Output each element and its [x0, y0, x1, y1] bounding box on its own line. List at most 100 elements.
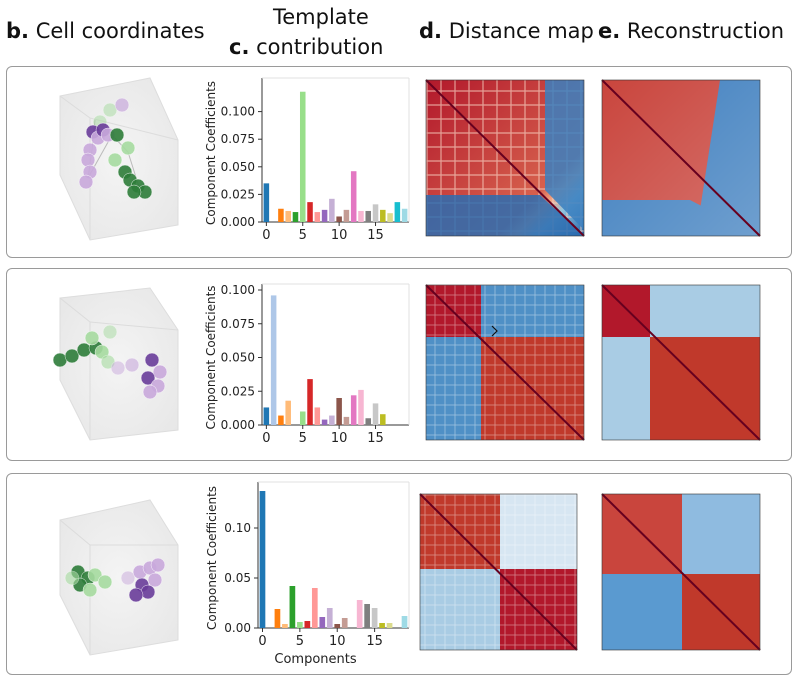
cell-point: [110, 360, 126, 376]
x-tick-label: 15: [367, 228, 384, 243]
bar-component-14: [365, 418, 372, 425]
bar-component-10: [336, 398, 342, 425]
cell-coordinates-plot-2: [52, 287, 179, 441]
bar-component-12: [350, 171, 357, 222]
cell-point: [64, 348, 80, 364]
bar-component-16: [380, 414, 386, 425]
bar-component-8: [321, 209, 328, 222]
x-tick-label: 5: [299, 431, 307, 446]
bar-component-5: [297, 622, 303, 628]
bar-component-9: [326, 608, 333, 628]
y-tick-label: 0.100: [221, 105, 255, 119]
bar-component-11: [343, 416, 350, 425]
bar-component-12: [350, 395, 357, 425]
cell-point: [80, 152, 96, 168]
y-axis-label: Component Coefficients: [204, 285, 218, 429]
distance-map-1: [425, 79, 585, 237]
bar-component-1: [270, 295, 277, 425]
template-contribution-chart-1: 0.000 0.025 0.050 0.075 0.100 0 5 10 15 Component…: [204, 77, 410, 243]
header-text-c-line2: contribution: [256, 35, 384, 59]
bar-component-13: [358, 210, 364, 222]
cell-point: [124, 357, 140, 373]
cell-point: [109, 127, 125, 143]
bar-component-4: [292, 212, 299, 222]
template-contribution-chart-3: 0.00 0.05 0.10 0 5 10 15 Component Coefficients…: [205, 481, 410, 667]
x-tick-label: 5: [296, 634, 304, 649]
bar-component-11: [343, 209, 350, 222]
bar-component-19: [401, 616, 408, 628]
cell-point: [76, 342, 92, 358]
header-text-b: Cell coordinates: [35, 19, 205, 43]
cell-point: [107, 152, 123, 168]
cell-point: [82, 582, 98, 598]
y-axis-label: Component Coefficients: [204, 81, 218, 225]
cell-point: [102, 324, 118, 340]
bar-component-11: [341, 618, 348, 628]
cell-point: [64, 570, 80, 586]
bar-component-8: [321, 419, 328, 425]
y-tick-label: 0.000: [221, 418, 255, 432]
x-axis-label: Components: [274, 652, 356, 667]
x-tick-label: 10: [331, 228, 348, 243]
bar-component-0: [263, 183, 270, 222]
cell-point: [114, 97, 130, 113]
y-tick-label: 0.050: [221, 160, 255, 174]
header-distance-map: d. Distance map: [419, 18, 594, 44]
y-tick-label: 0.050: [221, 351, 255, 365]
x-tick-label: 15: [367, 431, 384, 446]
cell-point: [120, 140, 136, 156]
y-tick-label: 0.025: [221, 384, 255, 398]
cell-point: [147, 572, 163, 588]
bar-component-5: [299, 91, 306, 222]
cell-point: [144, 352, 160, 368]
bar-component-10: [336, 216, 342, 222]
cell-point: [97, 574, 113, 590]
y-tick-label: 0.000: [221, 215, 255, 229]
header-text-d: Distance map: [448, 19, 594, 43]
bar-component-3: [282, 624, 288, 628]
bar-component-0: [259, 491, 266, 628]
bar-component-3: [285, 210, 291, 222]
bar-component-13: [358, 389, 364, 425]
cell-point: [140, 370, 156, 386]
bar-component-3: [285, 400, 291, 425]
bar-component-2: [278, 415, 284, 425]
distance-map-2: [425, 284, 585, 441]
bar-component-6: [307, 379, 313, 425]
cell-point: [126, 184, 142, 200]
cell-point: [87, 567, 103, 583]
x-tick-label: 10: [331, 431, 348, 446]
bar-component-5: [299, 411, 306, 425]
header-reconstruction: e. Reconstruction: [598, 18, 784, 44]
cell-point: [150, 557, 166, 573]
bar-component-15: [372, 403, 379, 425]
header-letter-b: b.: [6, 19, 30, 43]
bar-component-16: [380, 209, 386, 222]
cell-point: [128, 587, 144, 603]
header-letter-e: e.: [598, 19, 621, 43]
x-tick-label: 0: [262, 228, 270, 243]
cell-coordinates-plot-3: [59, 499, 179, 656]
y-tick-label: 0.00: [224, 621, 251, 635]
bar-component-2: [274, 609, 281, 628]
header-cell-coordinates: b. Cell coordinates: [6, 18, 205, 44]
bar-component-17: [386, 623, 393, 628]
bar-component-9: [329, 415, 335, 425]
bar-component-15: [371, 608, 378, 628]
bar-component-17: [387, 213, 393, 222]
bar-component-16: [379, 623, 385, 628]
reconstruction-map-3: [601, 493, 761, 651]
cell-point: [142, 384, 158, 400]
cell-point: [140, 584, 156, 600]
header-letter-d: d.: [419, 19, 443, 43]
y-tick-label: 0.05: [224, 571, 251, 585]
bar-component-2: [278, 208, 284, 222]
cell-coordinates-plot-1: [59, 77, 179, 241]
cell-point: [152, 364, 168, 380]
bar-component-15: [372, 204, 379, 222]
y-tick-label: 0.025: [221, 187, 255, 201]
y-tick-label: 0.075: [221, 132, 255, 146]
y-tick-label: 0.075: [221, 317, 255, 331]
reconstruction-map-2: [601, 284, 761, 441]
